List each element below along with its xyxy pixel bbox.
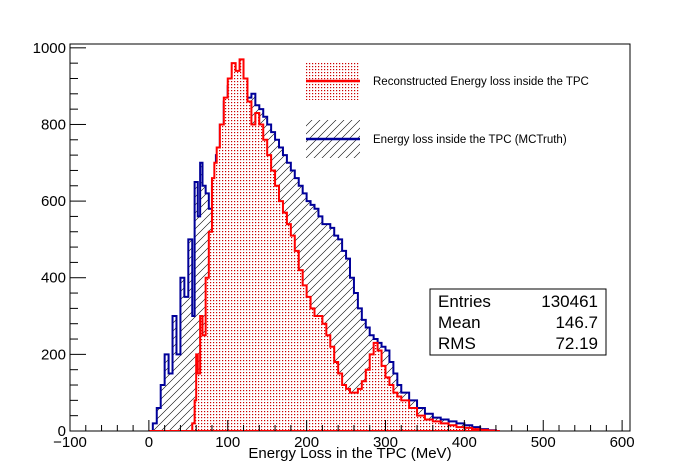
legend-entry-reconstructed: Reconstructed Energy loss inside the TPC <box>306 62 589 100</box>
legend-entry-mctruth: Energy loss inside the TPC (MCTruth) <box>306 120 567 158</box>
x-axis-title: Energy Loss in the TPC (MeV) <box>248 445 451 462</box>
legend-label-mctruth: Energy loss inside the TPC (MCTruth) <box>373 134 567 146</box>
y-tick-label: 400 <box>41 270 66 287</box>
stats-mean-value: 146.7 <box>555 313 598 332</box>
y-tick-label: 0 <box>58 423 66 440</box>
stats-entries-value: 130461 <box>541 292 598 311</box>
series-reconstructed-fill <box>148 59 500 431</box>
x-tick-label: 600 <box>610 434 635 451</box>
series-layer <box>148 58 500 431</box>
y-tick-label: 600 <box>41 193 66 210</box>
y-tick-label: 1000 <box>33 40 66 57</box>
stats-mean-name: Mean <box>438 313 481 332</box>
x-tick-label: 300 <box>373 434 398 451</box>
y-tick-label: 200 <box>41 346 66 363</box>
stats-entries-name: Entries <box>438 292 491 311</box>
x-tick-label: −100 <box>53 434 87 451</box>
stats-box-frame <box>429 288 607 356</box>
y-tick-label: 800 <box>41 116 66 133</box>
x-tick-label: 200 <box>294 434 319 451</box>
x-tick-label: 100 <box>215 434 240 451</box>
series-reconstructed-outline <box>148 58 500 431</box>
legend: Reconstructed Energy loss inside the TPC… <box>306 62 589 158</box>
x-tick-label: 400 <box>452 434 477 451</box>
series-mctruth-outline <box>148 85 500 431</box>
stats-rms-value: 72.19 <box>555 334 598 353</box>
legend-label-reconstructed: Reconstructed Energy loss inside the TPC <box>373 76 589 88</box>
x-tick-label: 500 <box>531 434 556 451</box>
stats-rms-name: RMS <box>438 334 476 353</box>
x-tick-label: 0 <box>145 434 153 451</box>
stats-box: Entries 130461 Mean 146.7 RMS 72.19 <box>429 288 607 356</box>
